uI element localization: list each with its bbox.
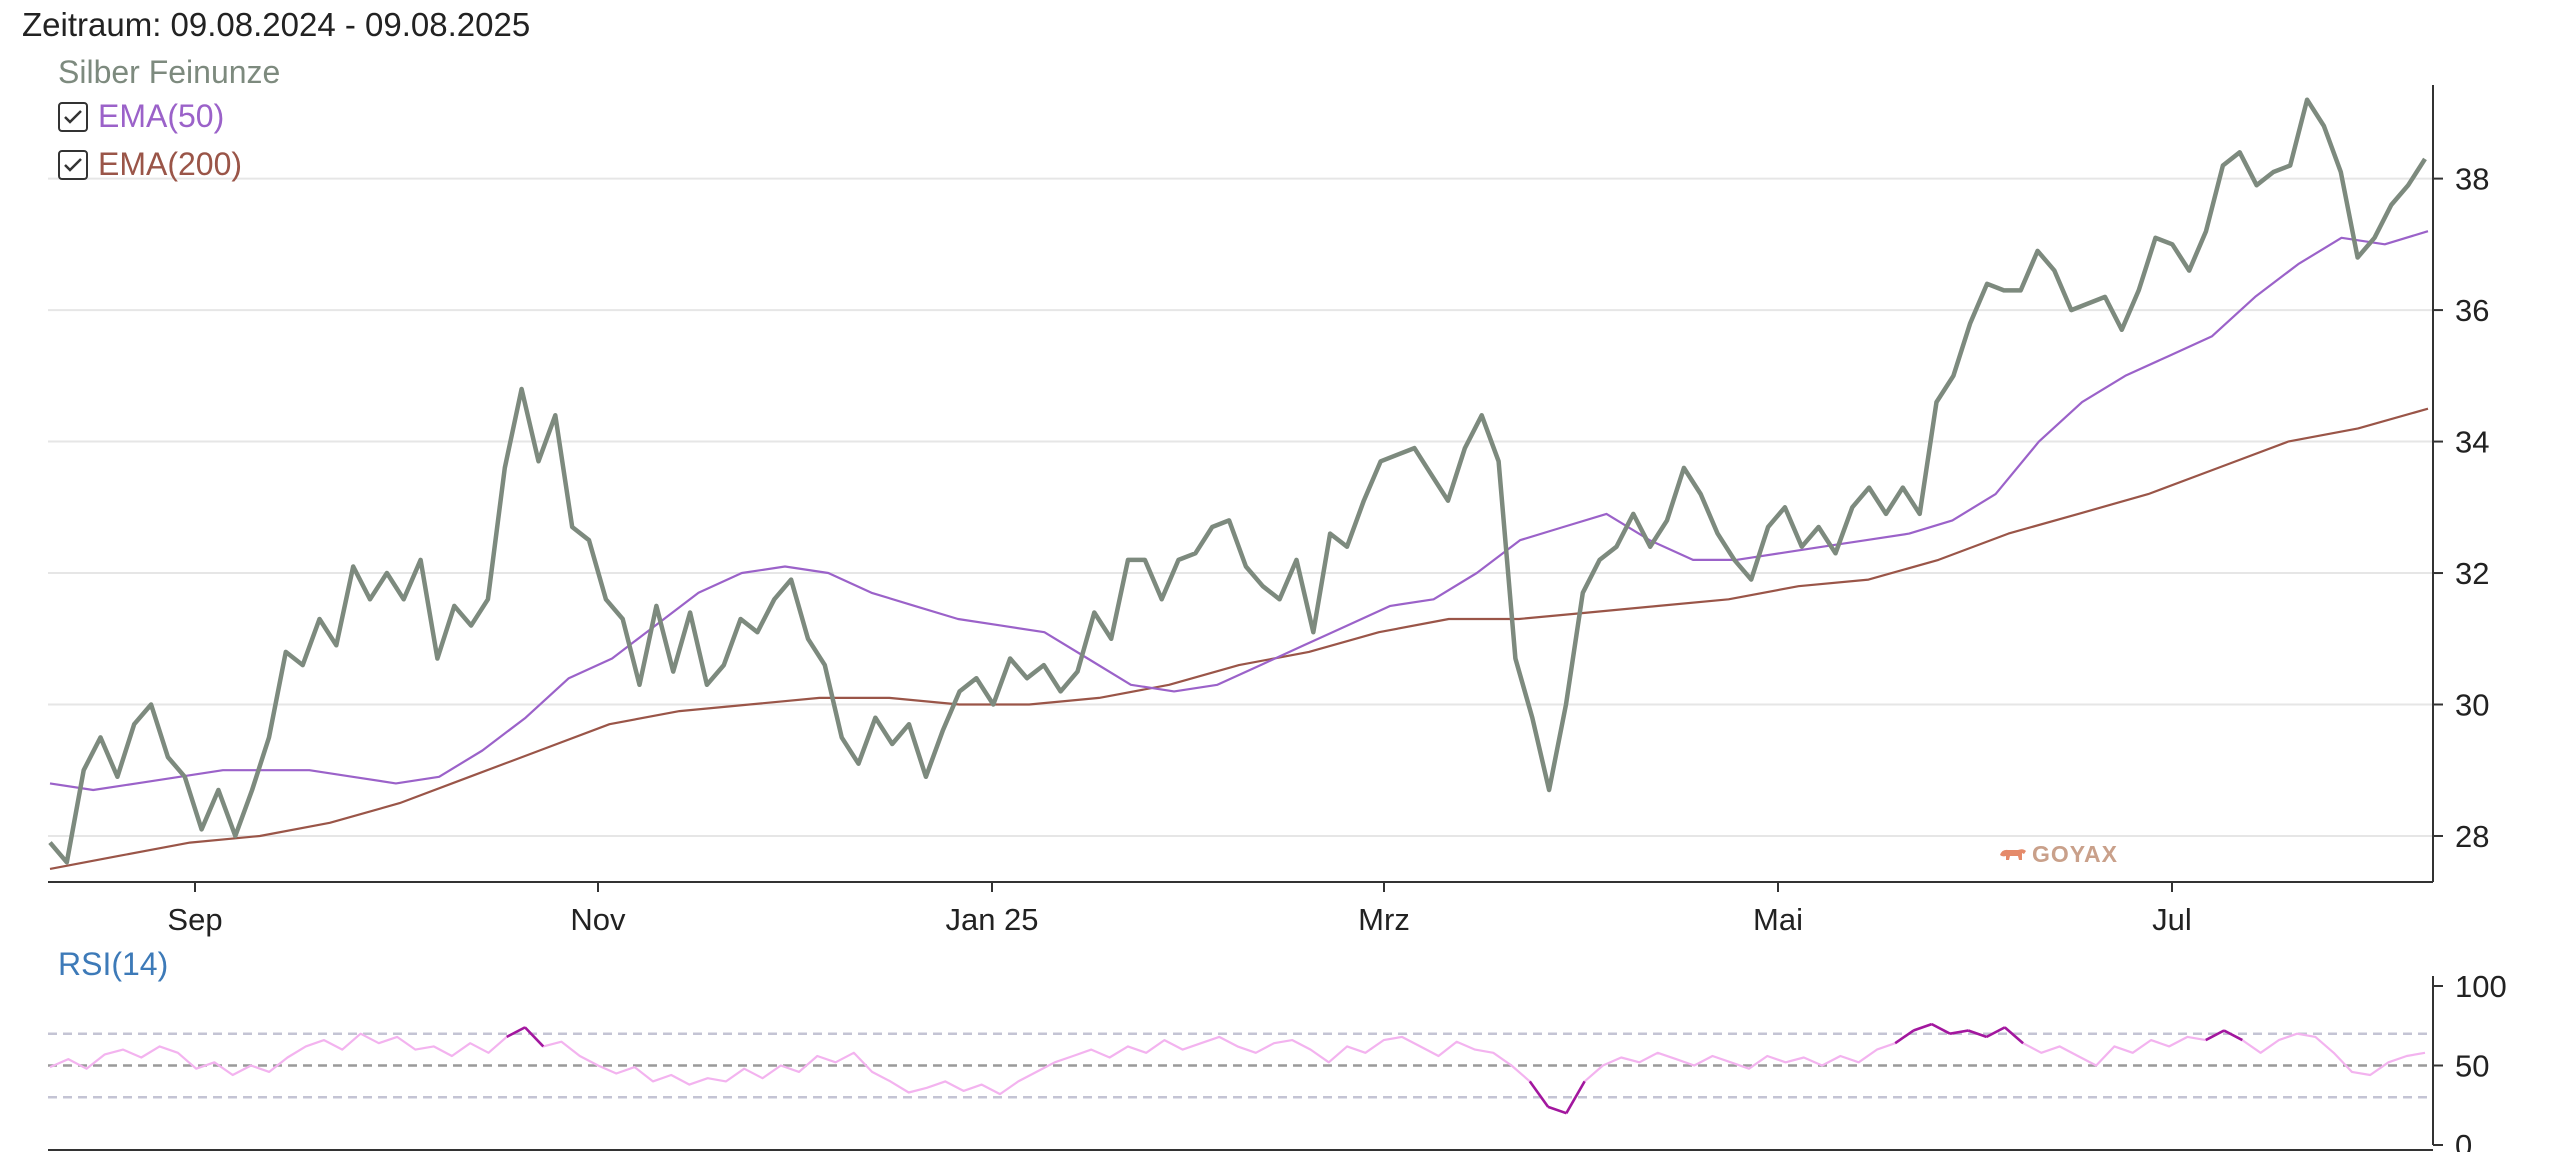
goyax-watermark: GOYAX	[1998, 841, 2118, 868]
legend-ema50[interactable]: EMA(50)	[58, 98, 224, 135]
y-tick-label: 32	[2455, 556, 2489, 591]
rsi-extreme-segment	[1931, 1023, 1951, 1035]
main-series-lines	[48, 97, 2429, 870]
watermark-text: GOYAX	[2032, 841, 2118, 867]
rsi-y-tick-label: 50	[2455, 1049, 2489, 1084]
rsi-y-tick-label: 100	[2455, 969, 2507, 1004]
y-tick-label: 28	[2455, 819, 2489, 854]
x-tick-label: Mai	[1753, 902, 1803, 937]
rsi-extreme-segment	[1565, 1080, 1586, 1114]
period-label: Zeitraum: 09.08.2024 - 09.08.2025	[22, 6, 531, 43]
x-tick-label: Jul	[2152, 902, 2192, 937]
rsi-y-tick-labels: 0 50 100	[2455, 969, 2507, 1152]
ema200-checkbox[interactable]	[58, 149, 88, 180]
rsi-extreme-segment	[1967, 1029, 1987, 1039]
ema50-line	[49, 230, 2429, 792]
x-tick-label: Jan 25	[945, 902, 1038, 937]
x-tick-label: Nov	[570, 902, 626, 937]
legend-ema200[interactable]: EMA(200)	[58, 146, 242, 183]
rsi-extreme-segment	[1949, 1029, 1969, 1035]
rsi-extreme-segment	[2205, 1029, 2225, 1042]
rsi-series-lines	[49, 1022, 2426, 1115]
bull-icon	[2000, 848, 2026, 860]
checkmark-icon	[64, 109, 82, 124]
main-y-tick-labels: 28 30 32 34 36 38	[2455, 162, 2489, 854]
rsi-y-tick-label: 0	[2455, 1128, 2472, 1152]
x-tick-label: Sep	[167, 902, 222, 937]
rsi-extreme-segment	[1547, 1105, 1567, 1115]
rsi-extreme-segment	[1985, 1026, 2006, 1039]
legend-ema50-label: EMA(50)	[98, 98, 225, 134]
x-tick-label: Mrz	[1358, 902, 1410, 937]
rsi-extreme-segment	[524, 1026, 545, 1048]
checkmark-icon	[64, 157, 82, 172]
y-tick-label: 30	[2455, 688, 2489, 723]
rsi-extreme-segment	[1894, 1029, 1915, 1045]
rsi-extreme-segment	[2003, 1026, 2024, 1045]
ema50-checkbox[interactable]	[58, 101, 88, 132]
rsi-extreme-segment	[2223, 1029, 2243, 1042]
legend-series-label: Silber Feinunze	[58, 54, 281, 90]
main-axes	[48, 85, 2443, 892]
y-tick-label: 36	[2455, 293, 2489, 328]
rsi-label: RSI(14)	[58, 946, 169, 982]
legend-ema200-label: EMA(200)	[98, 146, 243, 182]
ema200-line	[49, 407, 2429, 870]
main-grid	[48, 177, 2433, 837]
price-line	[48, 97, 2427, 865]
rsi-axes	[48, 976, 2443, 1151]
rsi-line	[49, 1023, 2426, 1115]
main-x-tick-labels: Sep Nov Jan 25 Mrz Mai Jul	[167, 902, 2191, 937]
rsi-extreme-segment	[506, 1026, 526, 1039]
rsi-grid	[48, 1032, 2433, 1099]
rsi-extreme-segment	[1913, 1022, 1933, 1032]
y-tick-label: 38	[2455, 162, 2489, 197]
rsi-extreme-segment	[1528, 1080, 1550, 1108]
y-tick-label: 34	[2455, 425, 2489, 460]
